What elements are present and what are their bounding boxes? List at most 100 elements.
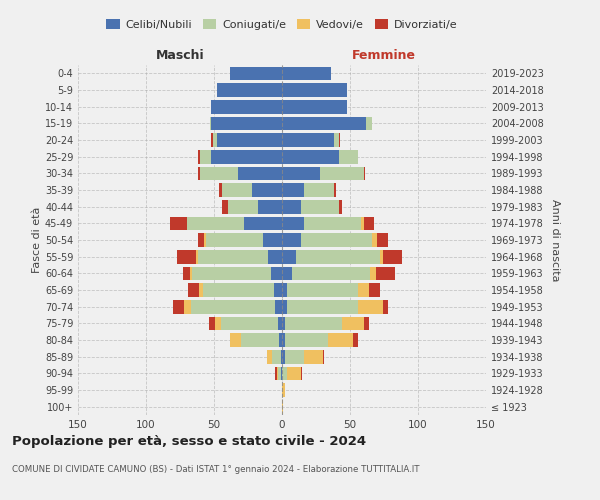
- Bar: [197, 250, 268, 264]
- Bar: [296, 250, 380, 264]
- Bar: [282, 233, 301, 247]
- Bar: [212, 133, 217, 147]
- Bar: [334, 183, 337, 197]
- Bar: [230, 333, 241, 347]
- Bar: [282, 333, 285, 347]
- Bar: [358, 300, 383, 314]
- Bar: [274, 283, 282, 297]
- Bar: [301, 233, 372, 247]
- Bar: [244, 216, 282, 230]
- Bar: [271, 266, 282, 280]
- Bar: [275, 300, 282, 314]
- Bar: [173, 300, 184, 314]
- Bar: [377, 233, 388, 247]
- Bar: [380, 250, 383, 264]
- Bar: [227, 200, 257, 213]
- Bar: [184, 300, 191, 314]
- Bar: [304, 183, 334, 197]
- Bar: [263, 233, 282, 247]
- Bar: [190, 266, 192, 280]
- Bar: [238, 166, 282, 180]
- Bar: [197, 166, 200, 180]
- Text: Femmine: Femmine: [352, 48, 416, 62]
- Y-axis label: Anni di nascita: Anni di nascita: [550, 198, 560, 281]
- Bar: [282, 166, 320, 180]
- Bar: [268, 250, 282, 264]
- Y-axis label: Fasce di età: Fasce di età: [32, 207, 42, 273]
- Bar: [339, 200, 342, 213]
- Bar: [367, 116, 372, 130]
- Bar: [282, 350, 285, 364]
- Bar: [281, 366, 282, 380]
- Bar: [211, 150, 282, 164]
- Bar: [292, 266, 370, 280]
- Bar: [383, 250, 401, 264]
- Bar: [209, 316, 215, 330]
- Bar: [199, 283, 203, 297]
- Bar: [301, 200, 339, 213]
- Bar: [281, 350, 282, 364]
- Bar: [282, 183, 304, 197]
- Bar: [376, 266, 395, 280]
- Bar: [170, 216, 187, 230]
- Bar: [282, 133, 334, 147]
- Bar: [230, 66, 282, 80]
- Bar: [206, 233, 263, 247]
- Bar: [342, 316, 364, 330]
- Bar: [282, 216, 304, 230]
- Bar: [361, 216, 364, 230]
- Bar: [320, 166, 364, 180]
- Bar: [282, 366, 287, 380]
- Bar: [369, 283, 380, 297]
- Bar: [252, 183, 282, 197]
- Bar: [241, 333, 279, 347]
- Bar: [323, 350, 324, 364]
- Bar: [183, 266, 190, 280]
- Bar: [211, 100, 282, 114]
- Text: Maschi: Maschi: [155, 48, 205, 62]
- Bar: [205, 233, 206, 247]
- Bar: [287, 366, 301, 380]
- Bar: [188, 283, 199, 297]
- Bar: [304, 350, 323, 364]
- Bar: [282, 383, 285, 397]
- Bar: [370, 266, 376, 280]
- Bar: [275, 366, 277, 380]
- Bar: [278, 366, 281, 380]
- Bar: [177, 250, 196, 264]
- Bar: [203, 283, 274, 297]
- Bar: [301, 366, 302, 380]
- Bar: [282, 316, 285, 330]
- Bar: [200, 166, 238, 180]
- Bar: [364, 316, 369, 330]
- Bar: [358, 283, 369, 297]
- Bar: [267, 350, 272, 364]
- Bar: [191, 300, 275, 314]
- Bar: [304, 216, 361, 230]
- Bar: [279, 333, 282, 347]
- Bar: [282, 266, 292, 280]
- Bar: [278, 316, 282, 330]
- Bar: [285, 316, 342, 330]
- Bar: [282, 150, 339, 164]
- Bar: [287, 300, 358, 314]
- Bar: [339, 150, 358, 164]
- Bar: [192, 266, 271, 280]
- Bar: [282, 200, 301, 213]
- Bar: [282, 250, 296, 264]
- Bar: [282, 300, 287, 314]
- Bar: [282, 83, 347, 97]
- Bar: [222, 183, 252, 197]
- Bar: [372, 233, 377, 247]
- Bar: [353, 333, 358, 347]
- Bar: [285, 333, 328, 347]
- Bar: [197, 150, 200, 164]
- Legend: Celibi/Nubili, Coniugati/e, Vedovi/e, Divorziati/e: Celibi/Nubili, Coniugati/e, Vedovi/e, Di…: [102, 14, 462, 34]
- Bar: [328, 333, 353, 347]
- Bar: [222, 200, 227, 213]
- Bar: [200, 150, 211, 164]
- Bar: [210, 116, 211, 130]
- Bar: [187, 216, 244, 230]
- Text: Popolazione per età, sesso e stato civile - 2024: Popolazione per età, sesso e stato civil…: [12, 435, 366, 448]
- Text: COMUNE DI CIVIDATE CAMUNO (BS) - Dati ISTAT 1° gennaio 2024 - Elaborazione TUTTI: COMUNE DI CIVIDATE CAMUNO (BS) - Dati IS…: [12, 465, 419, 474]
